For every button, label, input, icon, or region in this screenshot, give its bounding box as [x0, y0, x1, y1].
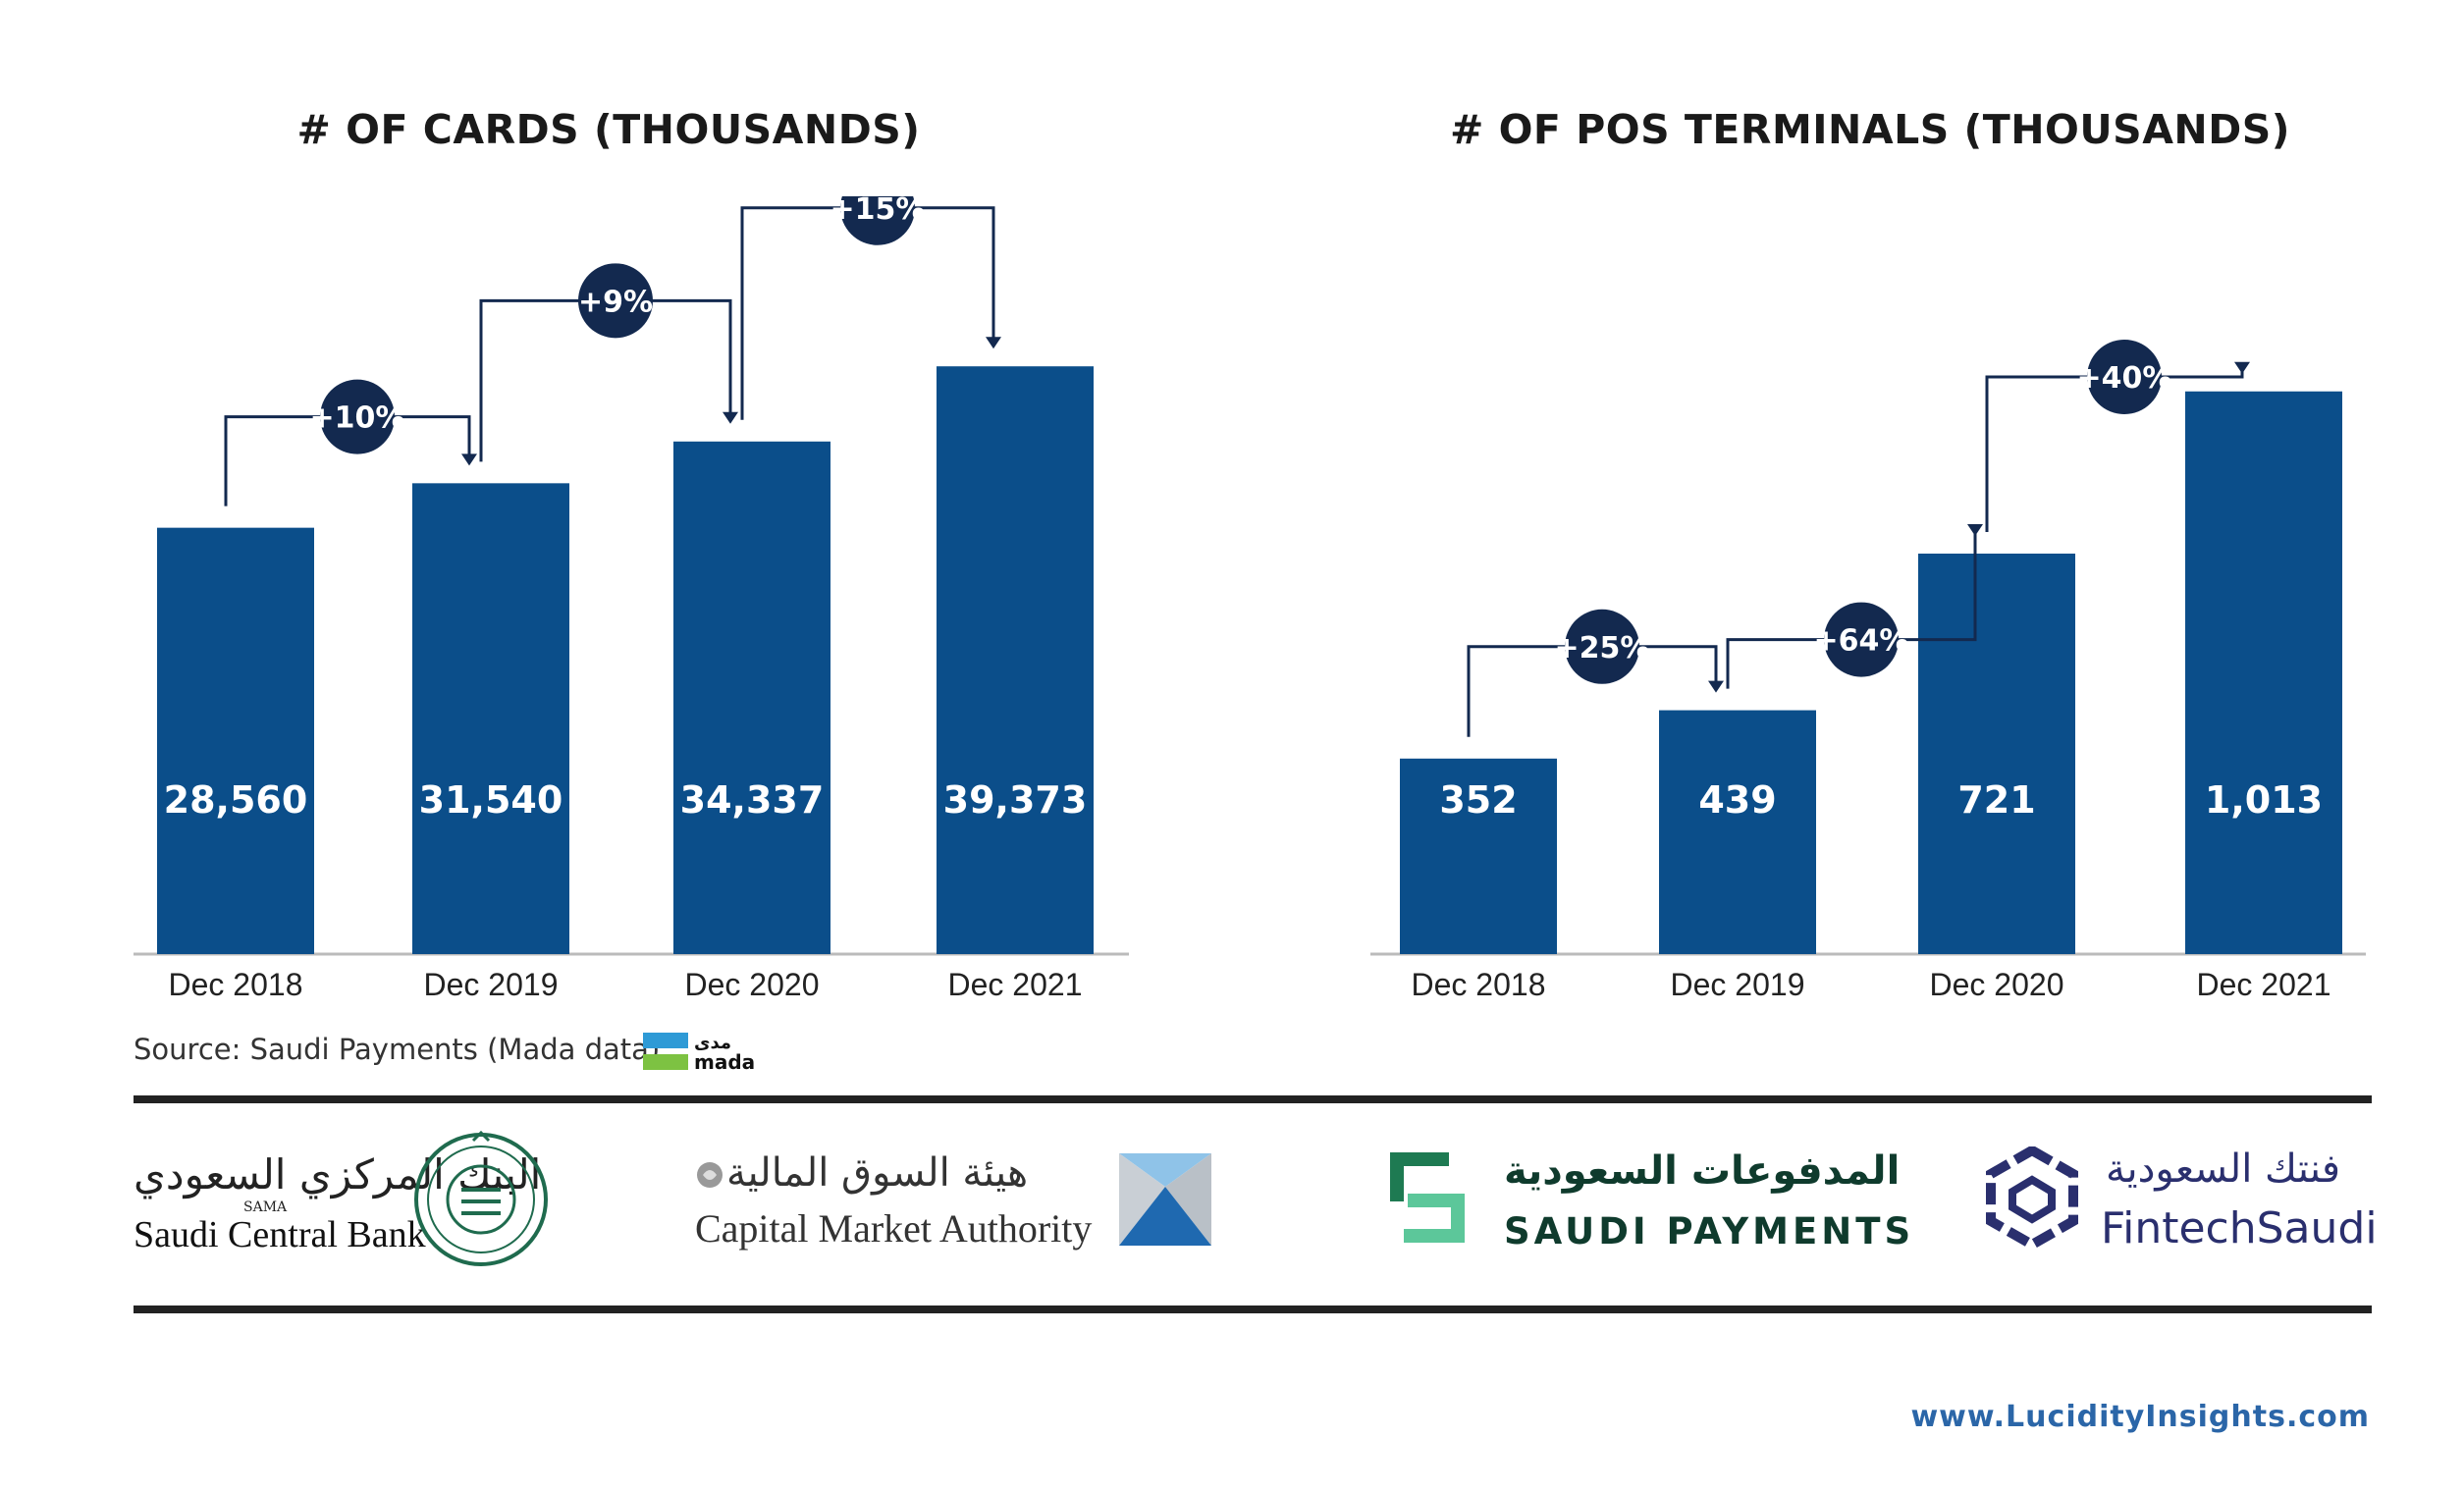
cards-growth-arrow-0 [461, 453, 477, 466]
mada-logo: مدى mada [643, 1033, 755, 1072]
cards-value-label-2: 34,337 [680, 778, 825, 822]
pos-growth-label-2: +40% [2077, 361, 2172, 396]
mada-arabic: مدى [694, 1033, 731, 1053]
pos-growth-label-0: +25% [1555, 631, 1650, 666]
cards-value-label-3: 39,373 [943, 778, 1088, 822]
pos-category-label-3: Dec 2021 [2197, 967, 2331, 1002]
cards-chart: 28,560 Dec 2018 31,540 Dec 2019 34,337 Dec 20… [134, 196, 1129, 1002]
scb-english-name: Saudi Central Bank [134, 1214, 426, 1255]
source-note: Source: Saudi Payments (Mada data) [134, 1033, 661, 1066]
cards-category-label-0: Dec 2018 [169, 967, 303, 1002]
pos-category-label-1: Dec 2019 [1671, 967, 1805, 1002]
pos-category-label-0: Dec 2018 [1412, 967, 1546, 1002]
cards-growth-badge-0 [320, 379, 395, 454]
cards-growth-label-1: +9% [578, 285, 653, 319]
cards-bar-0 [157, 527, 314, 954]
scb-seal-icon [414, 1130, 548, 1266]
cards-category-label-3: Dec 2021 [948, 967, 1083, 1002]
pos-growth-badge-0 [1565, 609, 1639, 684]
pos-growth-badge-2 [2087, 339, 2162, 414]
pos-bar-2 [1918, 553, 2075, 954]
cards-value-label-1: 31,540 [419, 778, 563, 822]
pos-value-label-2: 721 [1957, 778, 2035, 822]
fintech-saudi-english: FintechSaudi [2101, 1203, 2378, 1253]
cards-growth-label-0: +10% [310, 401, 405, 436]
pos-growth-arrow-1 [1967, 523, 1983, 536]
footer-url[interactable]: www.LucidityInsights.com [1910, 1400, 2370, 1434]
cards-category-label-2: Dec 2020 [685, 967, 820, 1002]
pos-growth-label-1: +64% [1814, 624, 1909, 659]
pos-bar-1 [1659, 710, 1816, 954]
pos-value-label-3: 1,013 [2205, 778, 2323, 822]
cards-bar-2 [673, 441, 830, 954]
cards-category-label-1: Dec 2019 [424, 967, 559, 1002]
pos-chart: 352 Dec 2018 439 Dec 2019 721 Dec 2020 1,013 De… [1370, 339, 2366, 1002]
cma-english-name: Capital Market Authority [695, 1206, 1093, 1251]
pos-growth-arrow-2 [2234, 361, 2250, 374]
cards-bar-1 [412, 483, 569, 954]
cards-growth-arrow-2 [986, 337, 1001, 349]
pos-bar-3 [2185, 391, 2342, 954]
cma-arabic-name: هيئة السوق المالية [726, 1150, 1029, 1196]
fintech-saudi-arabic: فنتك السعودية [2106, 1146, 2341, 1192]
pos-category-label-2: Dec 2020 [1930, 967, 2064, 1002]
cma-emblem-icon [1119, 1153, 1211, 1246]
scb-abbr: SAMA [243, 1199, 288, 1215]
saudi-payments-arabic: المدفوعات السعودية [1504, 1148, 1901, 1194]
cards-growth-arrow-1 [723, 411, 738, 424]
top-divider [134, 1095, 2372, 1103]
pos-bar-0 [1400, 758, 1557, 954]
pos-growth-arrow-0 [1708, 680, 1724, 693]
cards-growth-badge-2 [840, 196, 915, 245]
cards-bar-3 [937, 366, 1094, 954]
fintech-saudi-icon [1986, 1146, 2078, 1249]
mada-latin: mada [694, 1050, 755, 1072]
pos-growth-badge-1 [1824, 602, 1899, 677]
bottom-divider [134, 1306, 2372, 1313]
pos-chart-title: # OF POS TERMINALS (THOUSANDS) [1449, 106, 2291, 153]
cards-growth-label-2: +15% [830, 196, 926, 227]
cma-small-icon [697, 1162, 723, 1188]
cards-growth-badge-1 [578, 263, 653, 339]
saudi-payments-english: SAUDI PAYMENTS [1504, 1210, 1915, 1252]
cards-chart-title: # OF CARDS (THOUSANDS) [296, 106, 921, 153]
pos-value-label-0: 352 [1439, 778, 1517, 822]
cards-value-label-0: 28,560 [164, 778, 308, 822]
saudi-payments-icon [1390, 1152, 1465, 1243]
pos-value-label-1: 439 [1698, 778, 1776, 822]
